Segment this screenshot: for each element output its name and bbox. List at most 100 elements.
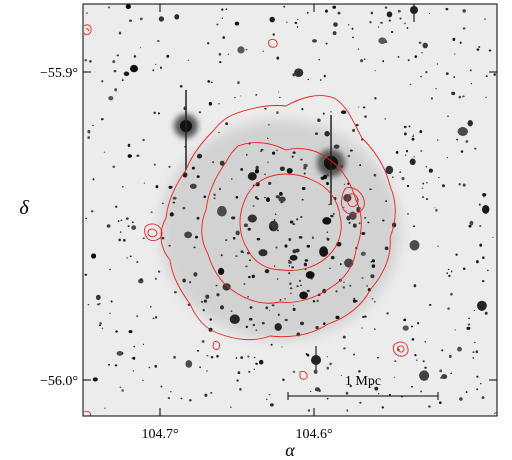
field-source <box>166 54 170 58</box>
field-source <box>222 36 225 39</box>
field-source <box>114 364 118 367</box>
field-source <box>154 316 158 319</box>
contour-core <box>347 193 359 208</box>
cluster-galaxy <box>189 183 197 189</box>
field-source <box>441 374 448 380</box>
field-source <box>347 24 350 26</box>
field-source <box>481 205 490 214</box>
field-source <box>168 185 173 189</box>
contour-point-source <box>83 24 92 36</box>
cluster-galaxy <box>261 321 265 325</box>
field-source <box>484 18 486 20</box>
field-source <box>98 324 101 327</box>
field-source <box>404 132 407 136</box>
field-source <box>404 154 407 156</box>
field-source <box>101 327 104 329</box>
cluster-galaxy <box>256 197 260 200</box>
field-source <box>384 40 388 43</box>
field-source <box>206 354 209 357</box>
field-source <box>253 368 255 371</box>
field-source <box>203 299 208 303</box>
field-source <box>454 53 456 55</box>
field-source <box>481 396 485 400</box>
field-source <box>424 341 427 343</box>
field-source <box>347 182 350 185</box>
field-source <box>217 205 227 217</box>
field-source <box>107 6 111 9</box>
field-source <box>153 111 156 115</box>
field-source <box>353 353 356 356</box>
field-source <box>441 349 444 352</box>
field-source <box>447 115 449 118</box>
field-source <box>342 286 346 289</box>
cluster-galaxy <box>300 158 303 161</box>
field-source <box>474 147 477 150</box>
field-source <box>477 300 487 311</box>
field-source <box>207 80 210 83</box>
field-source <box>393 376 395 378</box>
cluster-galaxy <box>296 218 299 221</box>
cluster-galaxy <box>330 255 335 260</box>
field-source <box>448 274 451 278</box>
field-source <box>349 384 352 388</box>
field-source <box>363 58 366 61</box>
field-source <box>359 164 362 167</box>
field-source <box>255 362 258 365</box>
field-source <box>153 163 156 166</box>
field-source <box>95 294 101 301</box>
field-source <box>419 370 430 381</box>
field-source <box>154 63 157 66</box>
field-source <box>237 81 240 85</box>
field-source <box>409 240 420 251</box>
field-source <box>478 46 481 48</box>
field-source <box>366 285 368 287</box>
field-source <box>305 353 308 355</box>
cluster-galaxy <box>251 274 255 279</box>
field-source <box>460 150 464 153</box>
field-source <box>155 185 159 189</box>
field-source <box>401 176 405 181</box>
field-source <box>188 280 192 284</box>
field-source <box>330 111 332 113</box>
field-source <box>312 39 317 43</box>
field-source <box>363 315 367 318</box>
field-source <box>362 106 366 109</box>
field-source <box>323 174 328 180</box>
field-source <box>409 158 416 166</box>
field-source <box>269 403 274 407</box>
field-source <box>317 118 321 122</box>
field-source <box>468 317 470 320</box>
field-source <box>191 166 195 170</box>
cluster-galaxy <box>306 244 311 248</box>
cluster-galaxy <box>292 151 296 154</box>
cluster-galaxy <box>225 239 228 242</box>
field-source <box>397 55 400 58</box>
field-source <box>219 160 225 166</box>
cluster-galaxy <box>344 258 354 268</box>
field-source <box>473 309 476 311</box>
field-source <box>225 122 229 126</box>
field-source <box>264 173 266 176</box>
cluster-galaxy <box>247 172 257 181</box>
field-source <box>469 220 474 226</box>
field-source <box>139 17 143 21</box>
field-source <box>441 184 445 188</box>
field-source <box>484 311 488 315</box>
field-source <box>307 409 311 412</box>
field-source <box>412 134 414 136</box>
cluster-galaxy <box>219 305 225 310</box>
field-source <box>479 225 482 227</box>
field-source <box>425 70 428 74</box>
cluster-galaxy <box>314 132 319 136</box>
cluster-galaxy <box>194 235 199 239</box>
field-source <box>438 401 442 404</box>
field-source <box>207 42 210 45</box>
field-source <box>265 306 269 310</box>
field-source <box>264 107 267 110</box>
field-source <box>335 168 337 170</box>
field-source <box>237 371 241 375</box>
field-source <box>296 26 299 28</box>
field-source <box>316 299 319 303</box>
field-source <box>467 120 473 127</box>
plot-frame <box>82 3 498 417</box>
